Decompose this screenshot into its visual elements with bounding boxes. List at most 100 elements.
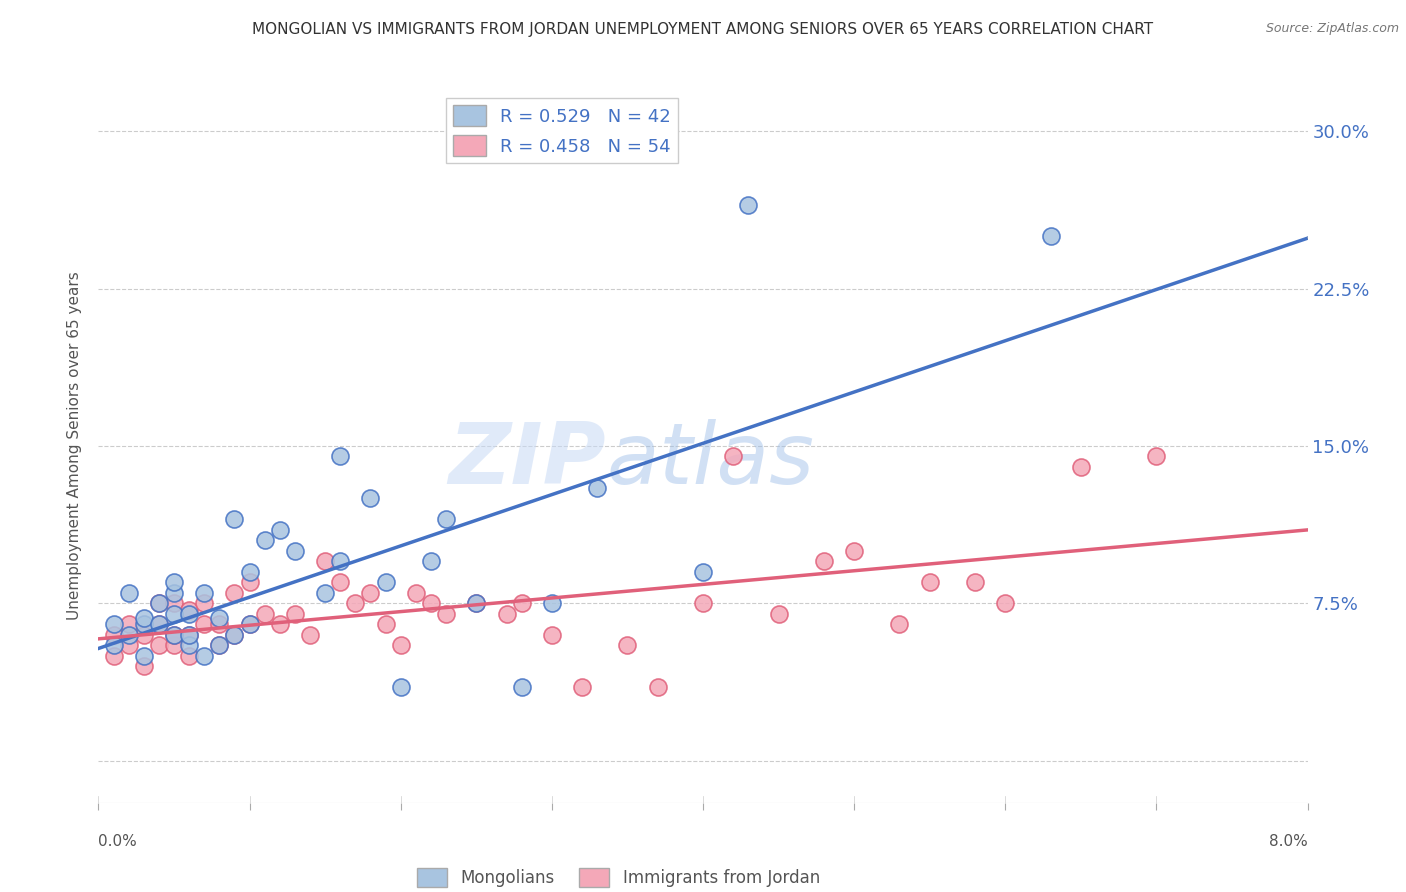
Point — [103, 617, 125, 632]
Point — [253, 533, 276, 548]
Point — [329, 554, 352, 568]
Point — [163, 607, 186, 621]
Point — [495, 607, 517, 621]
Point — [239, 565, 262, 579]
Point — [163, 575, 186, 590]
Point — [132, 659, 155, 673]
Point — [224, 628, 246, 642]
Point — [118, 628, 141, 642]
Point — [994, 596, 1017, 610]
Point — [132, 617, 155, 632]
Legend: Mongolians, Immigrants from Jordan: Mongolians, Immigrants from Jordan — [411, 861, 827, 892]
Point — [193, 648, 215, 663]
Point — [541, 596, 564, 610]
Point — [148, 617, 170, 632]
Point — [163, 628, 186, 642]
Text: MONGOLIAN VS IMMIGRANTS FROM JORDAN UNEMPLOYMENT AMONG SENIORS OVER 65 YEARS COR: MONGOLIAN VS IMMIGRANTS FROM JORDAN UNEM… — [253, 22, 1153, 37]
Point — [420, 554, 443, 568]
Point — [434, 607, 457, 621]
Point — [329, 450, 352, 464]
Point — [844, 544, 866, 558]
Point — [163, 639, 186, 653]
Point — [616, 639, 638, 653]
Point — [314, 586, 336, 600]
Point — [224, 512, 246, 526]
Point — [208, 639, 231, 653]
Point — [360, 586, 382, 600]
Point — [434, 512, 457, 526]
Point — [284, 544, 307, 558]
Text: 8.0%: 8.0% — [1268, 834, 1308, 849]
Y-axis label: Unemployment Among Seniors over 65 years: Unemployment Among Seniors over 65 years — [67, 272, 83, 620]
Point — [420, 596, 443, 610]
Point — [510, 681, 533, 695]
Point — [299, 628, 322, 642]
Point — [239, 617, 262, 632]
Point — [148, 617, 170, 632]
Point — [965, 575, 987, 590]
Point — [179, 628, 201, 642]
Point — [179, 603, 201, 617]
Point — [193, 596, 215, 610]
Point — [193, 617, 215, 632]
Point — [224, 586, 246, 600]
Point — [118, 617, 141, 632]
Point — [118, 639, 141, 653]
Point — [768, 607, 790, 621]
Point — [586, 481, 609, 495]
Point — [148, 596, 170, 610]
Point — [239, 617, 262, 632]
Point — [465, 596, 488, 610]
Point — [163, 586, 186, 600]
Point — [193, 586, 215, 600]
Point — [253, 607, 276, 621]
Point — [132, 628, 155, 642]
Point — [163, 628, 186, 642]
Point — [510, 596, 533, 610]
Point — [132, 648, 155, 663]
Point — [692, 565, 714, 579]
Point — [132, 611, 155, 625]
Point — [813, 554, 835, 568]
Point — [329, 575, 352, 590]
Text: Source: ZipAtlas.com: Source: ZipAtlas.com — [1265, 22, 1399, 36]
Point — [103, 648, 125, 663]
Point — [374, 575, 396, 590]
Text: ZIP: ZIP — [449, 418, 606, 502]
Point — [224, 628, 246, 642]
Point — [163, 596, 186, 610]
Point — [269, 617, 291, 632]
Point — [465, 596, 488, 610]
Point — [889, 617, 911, 632]
Point — [1146, 450, 1168, 464]
Point — [647, 681, 669, 695]
Point — [148, 639, 170, 653]
Point — [208, 639, 231, 653]
Point — [571, 681, 593, 695]
Point — [918, 575, 941, 590]
Point — [179, 639, 201, 653]
Point — [405, 586, 427, 600]
Point — [374, 617, 396, 632]
Point — [179, 648, 201, 663]
Point — [269, 523, 291, 537]
Point — [1070, 460, 1092, 475]
Point — [208, 617, 231, 632]
Point — [103, 639, 125, 653]
Point — [118, 586, 141, 600]
Point — [239, 575, 262, 590]
Point — [737, 197, 759, 211]
Point — [284, 607, 307, 621]
Point — [1039, 229, 1062, 244]
Point — [389, 639, 412, 653]
Point — [314, 554, 336, 568]
Point — [723, 450, 745, 464]
Point — [344, 596, 367, 610]
Point — [179, 607, 201, 621]
Point — [179, 628, 201, 642]
Point — [208, 611, 231, 625]
Point — [692, 596, 714, 610]
Point — [389, 681, 412, 695]
Point — [541, 628, 564, 642]
Point — [148, 596, 170, 610]
